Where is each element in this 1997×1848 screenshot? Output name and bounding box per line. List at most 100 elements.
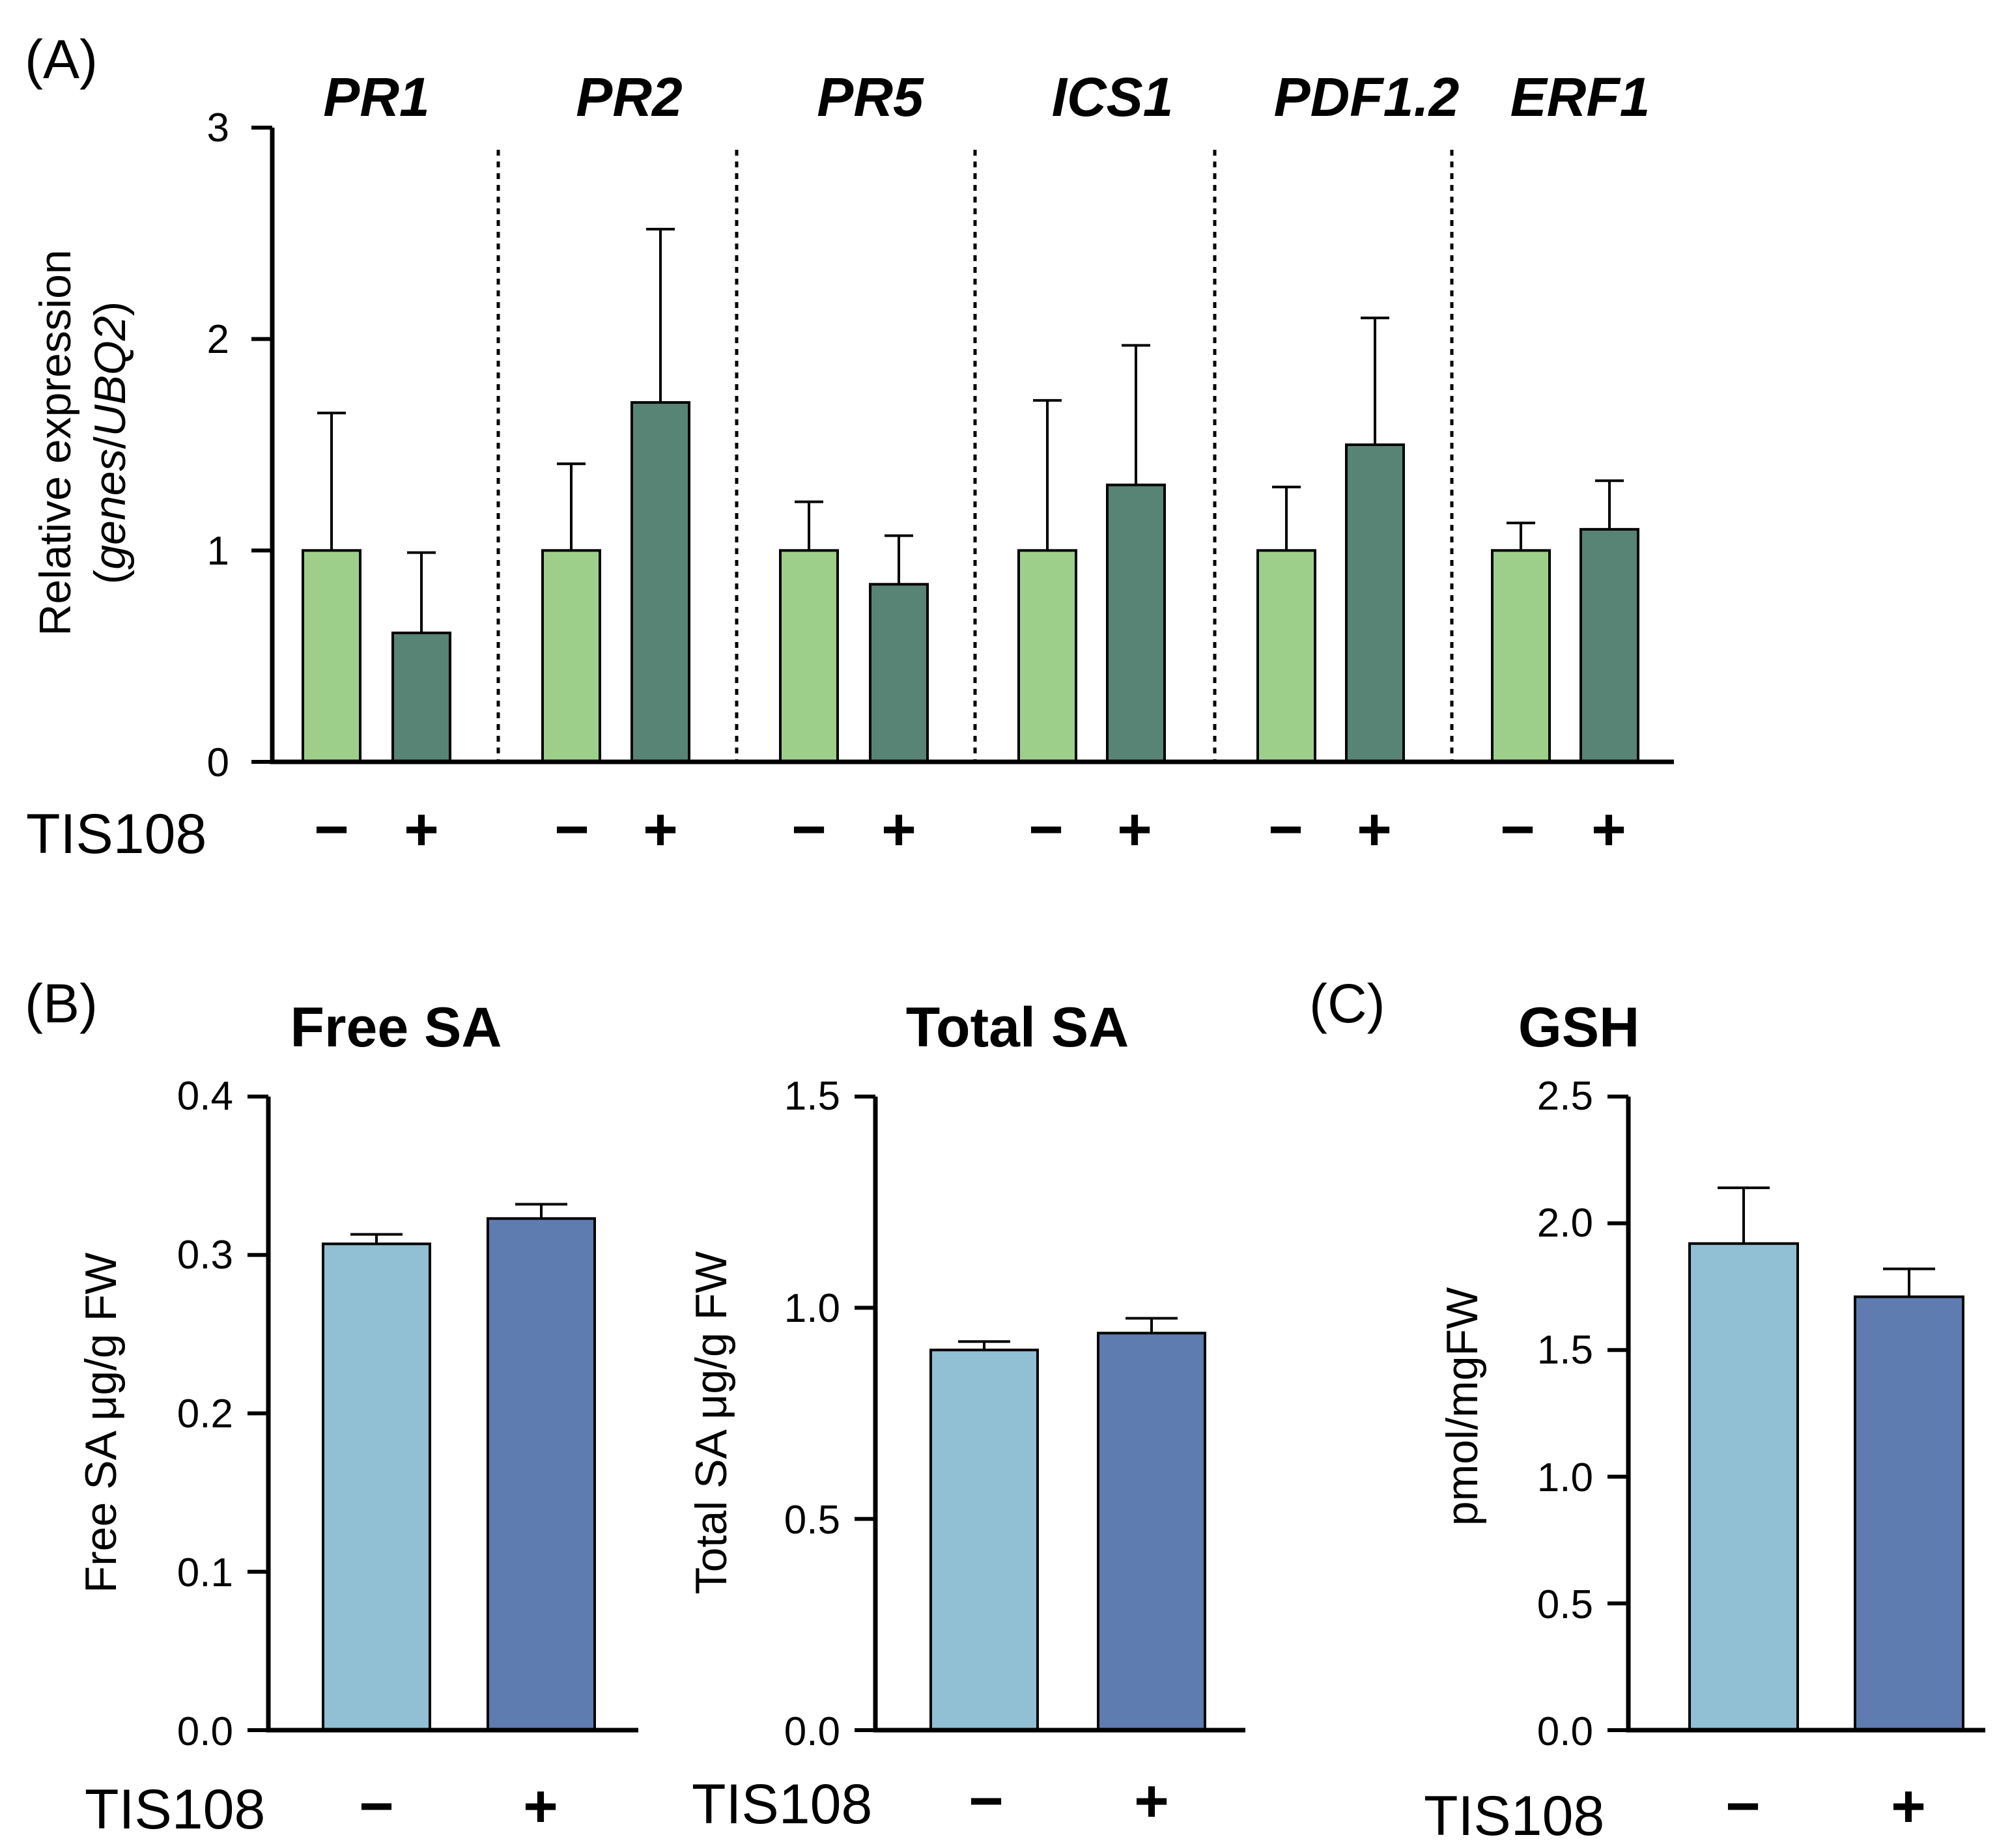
y-tick: 1.0 [1537,1455,1593,1500]
bar-pdf12-minus [1256,549,1316,763]
panel-a-treatment-signs: − + − + − + − + − + − + [314,796,1626,863]
y-tick: 1.5 [1537,1328,1593,1373]
panel-b-label: (B) [25,973,98,1034]
y-tick: 0.0 [784,1709,840,1754]
gene-label-ics1: ICS1 [1052,66,1174,128]
bar-minus [929,1349,1039,1731]
sign-minus: − [554,796,589,863]
bar-plus [1854,1295,1964,1731]
y-tick: 2.5 [1537,1074,1593,1119]
gene-label-pr5: PR5 [817,66,924,128]
free-sa-y-ticks: 0.0 0.1 0.2 0.3 0.4 [177,1074,233,1754]
gene-label-pdf12: PDF1.2 [1274,66,1460,128]
panel-a-expression-chart: (A) PR1 PR2 PR5 ICS1 PDF1.2 ERF1 Relativ… [25,29,1674,865]
gsh-y-axis-label: pmol/mgFW [1438,1287,1487,1526]
y-tick: 0.3 [177,1233,233,1278]
sign-minus: − [314,796,349,863]
y-tick: 0.5 [784,1498,840,1543]
y-label-ubq2: UBQ2 [85,316,135,436]
gsh-sign-minus: − [1725,1773,1761,1840]
bar-pr1-minus [302,549,361,763]
sign-minus: − [791,796,827,863]
total-sa-plot-area [855,1095,1245,1733]
sign-plus: + [1591,796,1626,863]
bar-erf1-plus [1579,527,1639,763]
total-sa-sign-minus: − [969,1768,1004,1834]
sign-plus: + [1117,796,1152,863]
y-tick-1: 1 [207,529,229,574]
bar-pdf12-plus [1345,443,1405,763]
free-sa-treatment-label: TIS108 [85,1778,265,1841]
y-label-line2: (genes/UBQ2) [85,301,135,585]
y-label-genes: genes [85,449,135,569]
sign-plus: + [404,796,439,863]
total-sa-sign-plus: + [1134,1768,1169,1834]
panel-b-total-sa-chart: Total SA Total SA μg/g FW 0.0 0.5 1.0 1.… [687,996,1245,1836]
y-label-paren-open: ( [85,569,135,584]
axes [270,128,1674,764]
total-sa-title: Total SA [906,996,1129,1059]
panel-a-y-axis-label: Relative expression (genes/UBQ2) [31,249,135,636]
sign-plus: + [643,796,678,863]
gsh-y-label: pmol/mgFW [1438,1287,1487,1526]
bar-erf1-minus [1491,549,1551,763]
sign-plus: + [1357,796,1392,863]
y-tick: 0.4 [177,1074,233,1119]
gene-labels: PR1 PR2 PR5 ICS1 PDF1.2 ERF1 [323,66,1650,128]
total-sa-y-ticks: 0.0 0.5 1.0 1.5 [784,1074,840,1754]
y-tick: 2.0 [1537,1201,1593,1246]
gsh-title: GSH [1518,996,1639,1059]
y-tick: 0.1 [177,1550,233,1595]
panel-c-gsh-chart: (C) GSH pmol/mgFW 0.0 0.5 1.0 1.5 2.0 2.… [1309,973,1985,1847]
y-tick-0: 0 [207,740,229,785]
bar-pr1-plus [391,631,451,763]
gene-label-pr2: PR2 [576,66,682,128]
bar-pr5-plus [869,583,929,764]
y-label-slash: / [85,436,135,449]
bar-pr2-minus [541,549,601,763]
sign-minus: − [1500,796,1535,863]
free-sa-sign-minus: − [359,1773,394,1840]
bar-ics1-plus [1106,483,1166,763]
gene-label-pr1: PR1 [323,66,429,128]
y-label-paren-close: ) [85,301,135,316]
sign-minus: − [1268,796,1303,863]
y-tick: 0.5 [1537,1582,1593,1627]
panel-a-y-ticks: 0 1 2 3 [207,105,229,785]
y-tick-3: 3 [207,105,229,150]
sign-plus: + [881,796,916,863]
gsh-sign-plus: + [1891,1773,1926,1840]
bar-plus [1097,1332,1206,1731]
y-tick: 0.2 [177,1392,233,1436]
panel-a-label: (A) [25,29,98,90]
sign-minus: − [1028,796,1064,863]
y-tick: 1.0 [784,1286,840,1331]
free-sa-y-axis-label: Free SA μg/g FW [76,1253,126,1593]
free-sa-y-label: Free SA μg/g FW [76,1253,126,1593]
y-tick: 1.5 [784,1074,840,1119]
gene-label-erf1: ERF1 [1510,66,1650,128]
bar-pr5-minus [779,549,839,763]
panel-b-free-sa-chart: (B) Free SA Free SA μg/g FW 0.0 0.1 0.2 … [25,973,638,1841]
bar-minus [1688,1242,1799,1731]
total-sa-treatment-label: TIS108 [692,1773,872,1836]
panel-a-plot-area [251,126,1674,764]
gsh-y-ticks: 0.0 0.5 1.0 1.5 2.0 2.5 [1537,1074,1593,1754]
total-sa-y-axis-label: Total SA μg/g FW [687,1252,736,1595]
gsh-plot-area [1608,1095,1985,1733]
y-label-line1: Relative expression [31,249,80,636]
panel-c-label: (C) [1309,973,1385,1034]
y-tick-2: 2 [207,317,229,362]
bar-pr2-plus [630,401,690,763]
y-tick: 0.0 [1537,1709,1593,1754]
gsh-treatment-label: TIS108 [1424,1785,1604,1847]
bar-minus [322,1242,431,1732]
total-sa-y-label: Total SA μg/g FW [687,1252,736,1595]
bar-plus [487,1217,596,1731]
free-sa-title: Free SA [290,996,502,1059]
bar-ics1-minus [1017,549,1077,763]
panel-a-treatment-label: TIS108 [26,803,206,865]
y-tick: 0.0 [177,1709,233,1754]
free-sa-plot-area [248,1095,638,1733]
